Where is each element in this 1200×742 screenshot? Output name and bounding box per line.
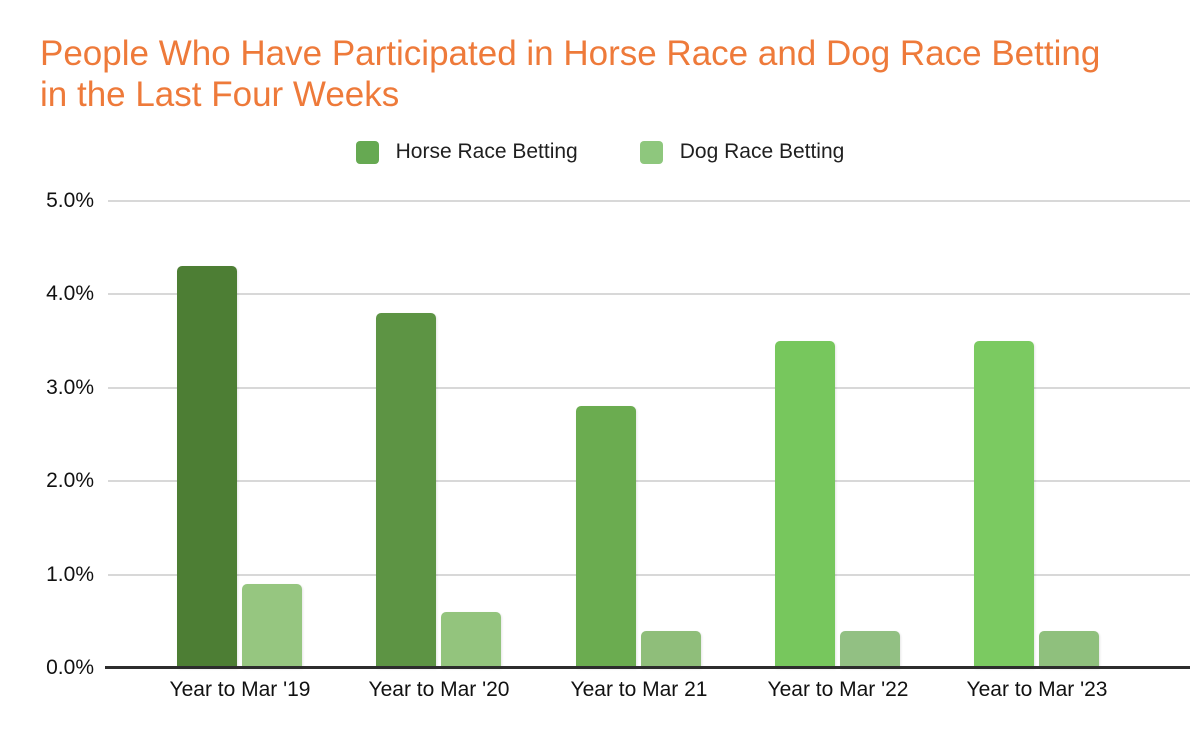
chart-legend: Horse Race Betting Dog Race Betting — [0, 140, 1200, 164]
y-axis-tick-label: 3.0% — [46, 376, 94, 399]
y-axis-tick-label: 4.0% — [46, 282, 94, 305]
bar-horse-race-betting — [177, 266, 237, 668]
bar-dog-race-betting — [242, 584, 302, 668]
bar-group — [376, 313, 501, 668]
chart-title: People Who Have Participated in Horse Ra… — [40, 34, 1101, 114]
x-axis-line — [105, 666, 1190, 669]
plot-area — [108, 200, 1190, 668]
legend-item-dog-race-betting: Dog Race Betting — [639, 140, 845, 164]
bar-dog-race-betting — [840, 631, 900, 668]
x-axis-tick-label: Year to Mar '22 — [767, 678, 909, 701]
bar-horse-race-betting — [775, 341, 835, 668]
bar-group — [177, 266, 302, 668]
bar-dog-race-betting — [441, 612, 501, 668]
legend-item-horse-race-betting: Horse Race Betting — [355, 140, 578, 164]
bar-dog-race-betting — [1039, 631, 1099, 668]
bar-dog-race-betting — [641, 631, 701, 668]
bar-horse-race-betting — [974, 341, 1034, 668]
x-axis-tick-label: Year to Mar '23 — [966, 678, 1108, 701]
x-axis-tick-label: Year to Mar '19 — [169, 678, 311, 701]
y-axis-tick-label: 5.0% — [46, 189, 94, 212]
legend-label-dog: Dog Race Betting — [679, 140, 845, 163]
legend-label-horse: Horse Race Betting — [395, 140, 578, 163]
gridline — [108, 574, 1190, 576]
gridline — [108, 293, 1190, 295]
bar-group — [775, 341, 900, 668]
legend-swatch-dog-icon — [639, 140, 663, 164]
legend-swatch-horse-icon — [355, 140, 379, 164]
gridline — [108, 480, 1190, 482]
y-axis-tick-label: 0.0% — [46, 656, 94, 679]
x-axis-tick-label: Year to Mar '20 — [368, 678, 510, 701]
bar-group — [974, 341, 1099, 668]
bar-horse-race-betting — [376, 313, 436, 668]
y-axis-tick-label: 2.0% — [46, 469, 94, 492]
gridline — [108, 387, 1190, 389]
gridline — [108, 200, 1190, 202]
x-axis-tick-label: Year to Mar 21 — [570, 678, 708, 701]
bar-group — [576, 406, 701, 668]
bar-horse-race-betting — [576, 406, 636, 668]
y-axis-tick-label: 1.0% — [46, 563, 94, 586]
